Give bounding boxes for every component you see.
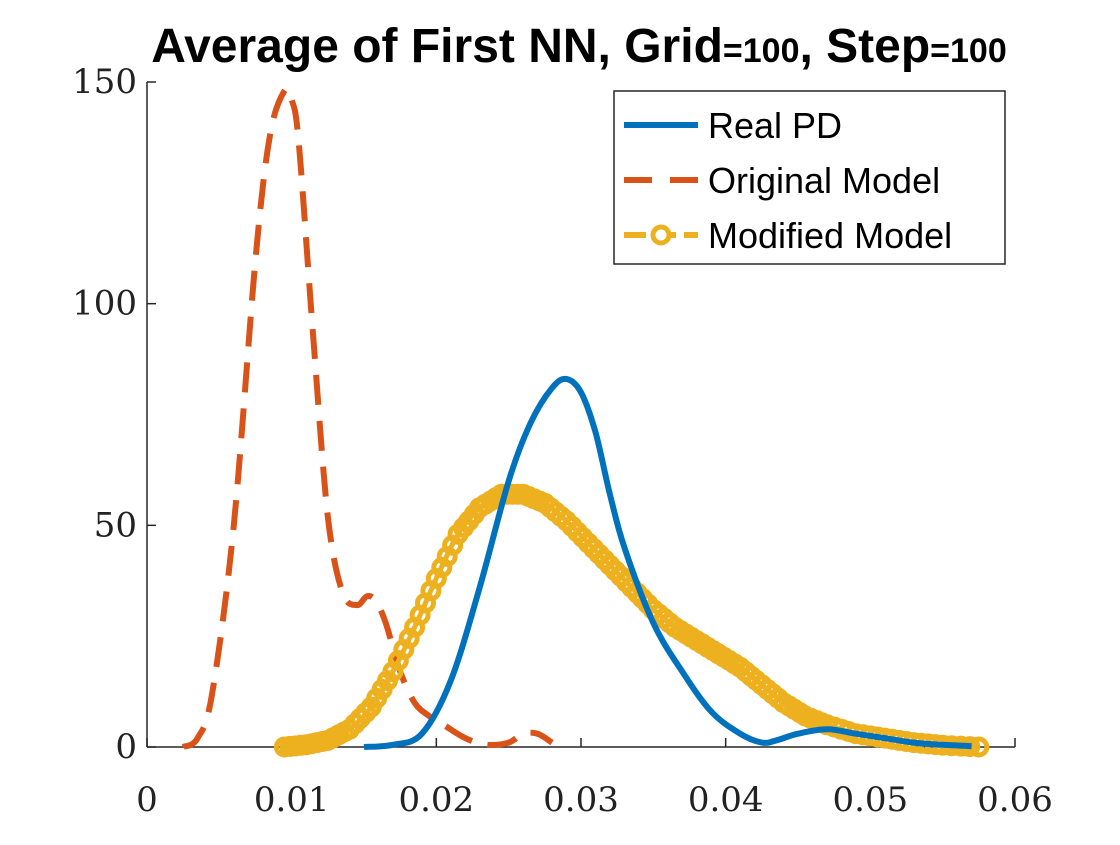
axes: 0 50 100 150 0 0.01 0.02 0.03 0.04 0.05 0.06 xyxy=(72,62,1053,820)
x-tick-label: 0.04 xyxy=(688,780,764,820)
chart-title-part-a: Average of First NN, Grid xyxy=(151,20,723,73)
y-tick-label: 0 xyxy=(115,727,137,767)
chart-title: Average of First NN, Grid=100, Step=100 xyxy=(151,20,1007,73)
chart-title-part-d: =100 xyxy=(930,32,1007,70)
chart-title-part-c: , Step xyxy=(799,20,930,73)
legend-label-original-model: Original Model xyxy=(708,160,940,201)
y-tick-label: 50 xyxy=(94,505,137,545)
y-tick-label: 150 xyxy=(72,62,137,102)
y-tick-label: 100 xyxy=(72,284,137,324)
series-line-real-pd xyxy=(363,375,972,750)
x-tick-label: 0.03 xyxy=(543,780,619,820)
x-tick-label: 0 xyxy=(136,780,158,820)
legend-label-real-pd: Real PD xyxy=(708,105,842,146)
legend: Real PD Original Model Modified Model xyxy=(613,90,1006,265)
series-line-original-model xyxy=(181,85,554,750)
x-tick-label: 0.01 xyxy=(254,780,330,820)
plot-area xyxy=(181,85,990,758)
x-tick-label: 0.06 xyxy=(977,780,1053,820)
chart-title-part-b: =100 xyxy=(723,32,800,70)
legend-label-modified-model: Modified Model xyxy=(708,215,952,256)
x-tick-label: 0.05 xyxy=(832,780,908,820)
x-tick-label: 0.02 xyxy=(398,780,474,820)
series-line-modified-model xyxy=(284,490,979,750)
legend-marker-modified-model xyxy=(650,224,672,246)
